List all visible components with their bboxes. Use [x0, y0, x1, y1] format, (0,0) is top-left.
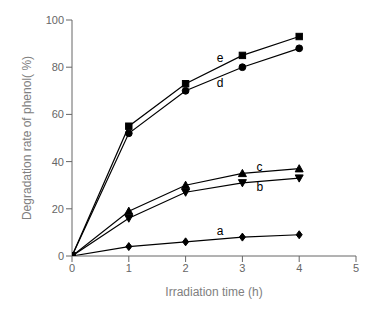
svg-text:0: 0 [69, 262, 75, 274]
svg-text:20: 20 [52, 203, 64, 215]
svg-text:5: 5 [353, 262, 359, 274]
svg-text:3: 3 [239, 262, 245, 274]
svg-text:Degradation rate of phenol( %): Degradation rate of phenol( %) [20, 56, 34, 220]
svg-text:0: 0 [58, 250, 64, 262]
svg-text:d: d [217, 76, 224, 90]
svg-text:1: 1 [126, 262, 132, 274]
svg-text:b: b [257, 180, 264, 194]
svg-text:40: 40 [52, 156, 64, 168]
svg-text:c: c [257, 160, 263, 174]
svg-text:a: a [217, 224, 224, 238]
svg-text:4: 4 [296, 262, 302, 274]
svg-text:80: 80 [52, 61, 64, 73]
svg-text:60: 60 [52, 108, 64, 120]
svg-text:100: 100 [46, 14, 64, 26]
svg-text:e: e [217, 51, 224, 65]
svg-text:2: 2 [183, 262, 189, 274]
svg-text:Irradiation time (h): Irradiation time (h) [165, 285, 262, 299]
